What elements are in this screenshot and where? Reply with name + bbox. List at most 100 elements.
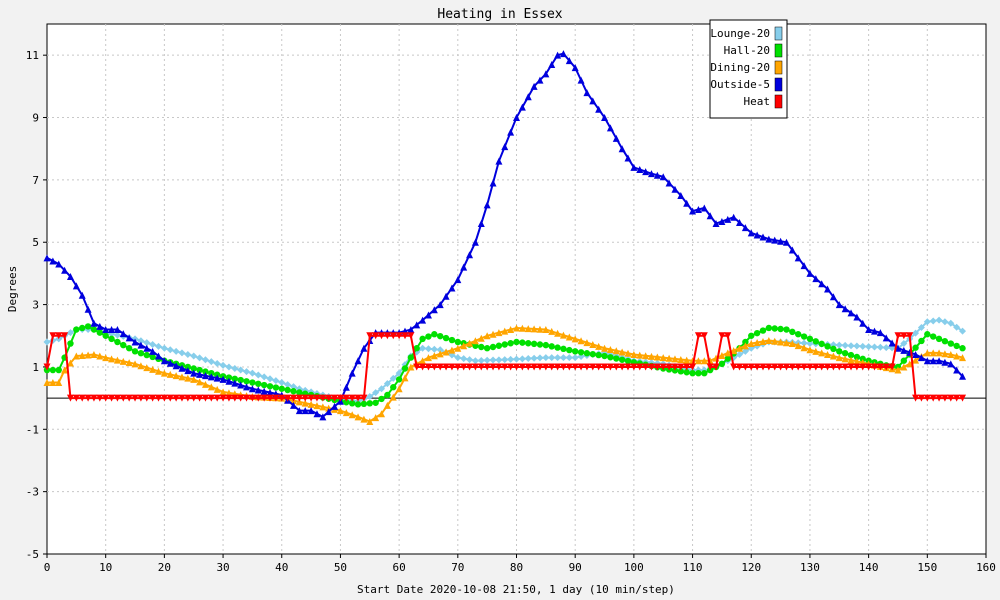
series-dining-20-point [906, 360, 914, 368]
series-heat-point [554, 363, 562, 371]
series-heat-point [430, 363, 438, 371]
series-hall-20-point [237, 376, 244, 384]
series-heat-point [55, 332, 63, 340]
series-heat-point [231, 394, 239, 402]
series-heat-point [741, 363, 749, 371]
series-hall-20-point [255, 380, 262, 387]
series-lounge-20-point [272, 377, 280, 385]
series-heat-point [513, 363, 520, 371]
series-outside-5-point [606, 124, 614, 132]
series-hall-20-point [360, 400, 368, 408]
series-lounge-20-point [853, 342, 861, 350]
series-hall-20-point [683, 369, 690, 376]
series-heat-point [923, 394, 931, 402]
series-dining-20-point [941, 350, 949, 358]
series-dining-20-point [178, 373, 186, 381]
series-heat-point [213, 394, 221, 402]
x-tick-label: 40 [275, 561, 288, 574]
series-heat-point [319, 394, 327, 402]
series-hall-20-point [618, 356, 626, 363]
series-dining-20-point [102, 354, 110, 362]
series-heat-point [953, 394, 961, 402]
series-hall-20-point [806, 335, 814, 343]
series-heat-point [853, 363, 861, 371]
series-heat-point [577, 363, 585, 371]
series-outside-5-point [788, 246, 796, 254]
series-outside-5-point [419, 316, 427, 324]
series-dining-20-point [953, 352, 961, 360]
series-heat-point [66, 394, 74, 402]
series-heat [43, 332, 967, 402]
series-dining-20-point [900, 363, 908, 371]
x-tick-label: 100 [624, 561, 644, 574]
series-heat-point [360, 394, 368, 402]
series-hall-20-point [390, 384, 397, 391]
series-hall-20-point [454, 338, 462, 346]
legend-heat-swatch [774, 94, 783, 109]
series-outside-5 [43, 50, 967, 421]
series-outside-5-point [178, 364, 186, 372]
series-dining-20-point [108, 355, 116, 363]
series-outside-5-point [542, 70, 550, 78]
series-dining-20-point [43, 379, 51, 387]
series-outside-5-point [213, 374, 221, 382]
series-dining-20-point [131, 360, 139, 368]
series-heat-point [507, 363, 515, 371]
series-outside-5-point [900, 346, 908, 354]
y-tick-label: 5 [32, 236, 39, 249]
series-outside-5-point [941, 358, 949, 366]
series-heat-point [389, 332, 397, 340]
series-outside-5-point [548, 61, 556, 69]
series-heat-point [243, 394, 251, 402]
series-outside-5-point [518, 103, 526, 111]
series-dining-20-point [507, 326, 515, 334]
series-heat-point [149, 394, 157, 402]
series-dining-20-point [912, 356, 920, 364]
series-hall-20-point [384, 391, 391, 399]
series-heat-point [90, 394, 98, 402]
series-outside-5-point [753, 231, 761, 239]
series-hall-20-point [131, 348, 139, 355]
series-heat-point [84, 394, 92, 402]
series-heat-point [794, 363, 802, 371]
series-dining-20-point [401, 374, 409, 382]
series-heat-point [460, 363, 468, 371]
series-hall-20-point [419, 335, 426, 343]
series-dining-20-point [225, 389, 233, 397]
series-lounge-20-point [284, 381, 292, 389]
series-dining-20-point [935, 349, 943, 357]
series-lounge-20-point [155, 342, 163, 350]
y-tick-label: 3 [32, 299, 39, 312]
series-outside-5-point [870, 327, 878, 335]
series-outside-5-point [149, 347, 157, 355]
series-outside-5-point [630, 163, 638, 171]
series-hall-20-point [783, 326, 790, 333]
series-dining-20-point [636, 351, 644, 359]
series-lounge-20-point [172, 347, 180, 355]
series-heat-point [184, 394, 192, 402]
series-heat-point [812, 363, 820, 371]
series-dining-20-point [360, 415, 368, 423]
series-heat-point [571, 363, 579, 371]
series-heat-point [847, 363, 855, 371]
series-outside-5-point [66, 273, 74, 281]
series-lounge-20-point [430, 345, 438, 353]
series-hall-20-point [442, 334, 450, 342]
series-lounge-20-point [477, 356, 485, 364]
series-lounge-20-point [389, 374, 397, 382]
series-hall-20-point [366, 400, 373, 407]
series-outside-5-point [436, 301, 444, 309]
series-heat-point [771, 363, 779, 371]
series-heat-point [888, 363, 896, 371]
series-dining-20-point [554, 329, 562, 337]
series-outside-5-point [524, 93, 532, 101]
series-dining-20-point [460, 342, 468, 350]
series-outside-5-point [865, 326, 873, 334]
series-lounge-20-point [289, 383, 297, 391]
series-heat-point [559, 363, 567, 371]
series-lounge-20-point [929, 317, 937, 325]
series-hall-20-point [225, 374, 233, 381]
series-dining-20-point [448, 346, 456, 354]
series-outside-5-point [835, 301, 843, 309]
series-heat-point [43, 363, 51, 371]
